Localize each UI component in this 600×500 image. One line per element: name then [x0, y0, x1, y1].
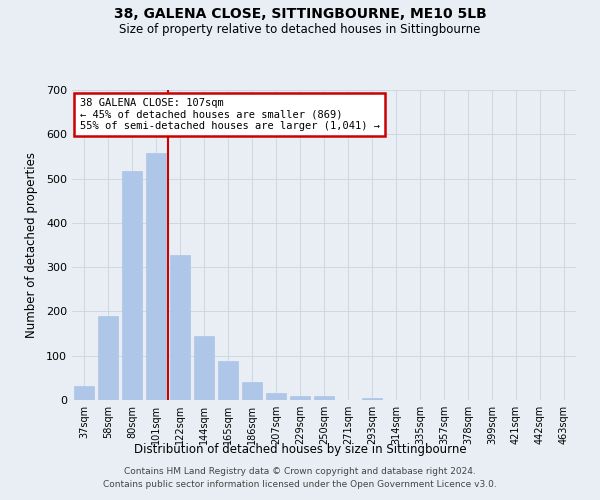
Bar: [290, 396, 310, 400]
Text: 38 GALENA CLOSE: 107sqm
← 45% of detached houses are smaller (869)
55% of semi-d: 38 GALENA CLOSE: 107sqm ← 45% of detache…: [80, 98, 380, 131]
Text: Size of property relative to detached houses in Sittingbourne: Size of property relative to detached ho…: [119, 22, 481, 36]
Bar: [194, 336, 214, 400]
Bar: [266, 394, 286, 400]
Text: Distribution of detached houses by size in Sittingbourne: Distribution of detached houses by size …: [134, 442, 466, 456]
Bar: [74, 386, 94, 400]
Bar: [122, 171, 142, 400]
Text: Contains public sector information licensed under the Open Government Licence v3: Contains public sector information licen…: [103, 480, 497, 489]
Bar: [362, 398, 382, 400]
Bar: [218, 362, 238, 400]
Bar: [146, 154, 166, 400]
Bar: [170, 254, 190, 400]
Bar: [242, 382, 262, 400]
Y-axis label: Number of detached properties: Number of detached properties: [25, 152, 38, 338]
Text: Contains HM Land Registry data © Crown copyright and database right 2024.: Contains HM Land Registry data © Crown c…: [124, 468, 476, 476]
Bar: [314, 396, 334, 400]
Bar: [98, 316, 118, 400]
Text: 38, GALENA CLOSE, SITTINGBOURNE, ME10 5LB: 38, GALENA CLOSE, SITTINGBOURNE, ME10 5L…: [113, 8, 487, 22]
